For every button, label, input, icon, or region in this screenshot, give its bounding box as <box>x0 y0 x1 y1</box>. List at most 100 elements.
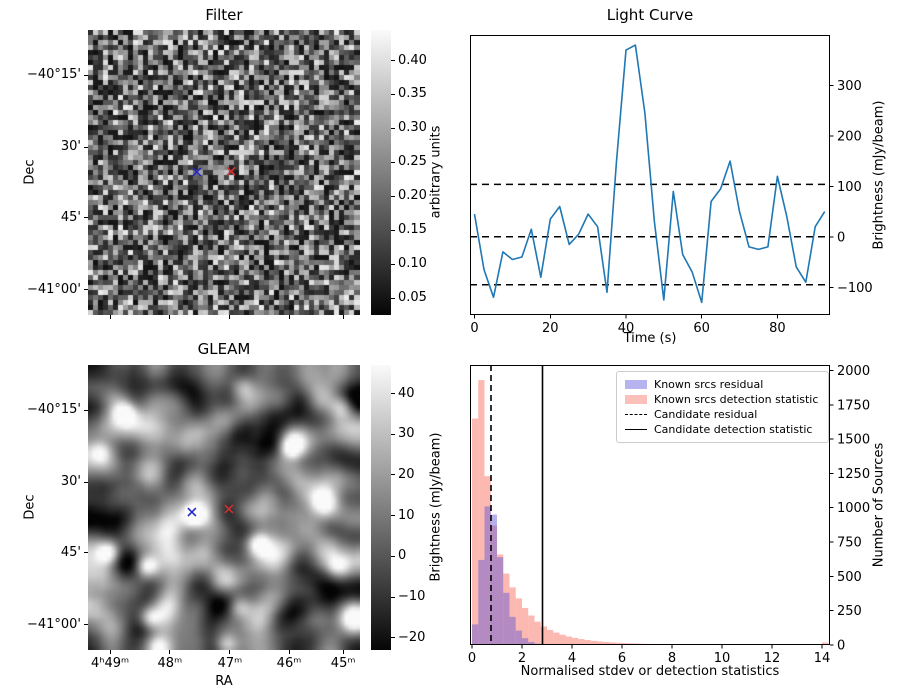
x-tick-label: 48ᵐ <box>157 656 183 671</box>
histogram-bar <box>515 630 522 645</box>
y-tick-label: 1750 <box>837 398 870 413</box>
histogram-bar <box>590 640 597 645</box>
tick-mark <box>391 393 395 394</box>
y-tick-label: 250 <box>837 604 862 619</box>
histogram-bar <box>559 634 566 645</box>
histogram-bar <box>509 616 516 645</box>
tick-mark <box>391 433 395 435</box>
histogram-plot: 0 2 4 6 8 10 12 14 0 250 500 750 1000 1250 1500 1750 200… <box>468 364 870 666</box>
tick-mark <box>391 195 395 197</box>
colorbar-tick-label: 40 <box>398 385 415 401</box>
x-tick-label: 47ᵐ <box>217 656 243 671</box>
y-tick-label: −40°15' <box>26 402 81 418</box>
tick-mark <box>391 60 395 62</box>
y-tick-label: 300 <box>837 79 862 94</box>
legend-item: Candidate residual <box>625 407 820 422</box>
colorbar-tick-label: 0.40 <box>398 52 427 68</box>
histogram-bar <box>484 476 491 645</box>
x-tick-label: 20 <box>542 321 559 336</box>
gleam-markers-overlay <box>184 504 234 520</box>
tick-mark <box>342 315 344 319</box>
filter-noise-canvas <box>88 30 360 315</box>
x-tick-label: 2 <box>518 651 526 666</box>
histogram-bar <box>509 587 516 645</box>
x-tick-label: 10 <box>714 651 731 666</box>
x-tick-label: 4ʰ49ᵐ <box>90 656 130 671</box>
histogram-bar <box>565 636 572 645</box>
histogram-bar <box>528 641 535 645</box>
histogram-bar <box>534 621 541 645</box>
x-tick-label: 4 <box>568 651 576 666</box>
colorbar-tick-label: 20 <box>398 466 415 482</box>
colorbar-tick-label: 0.05 <box>398 290 427 306</box>
blue-x-marker <box>187 507 197 517</box>
colorbar-tick-label: 0.30 <box>398 120 427 136</box>
histogram-bar <box>503 592 510 645</box>
histogram-bar <box>609 642 616 645</box>
legend-swatch-solid-line <box>625 429 647 430</box>
tick-mark <box>109 650 111 654</box>
histogram-bar <box>522 638 529 645</box>
histogram-ylabel: Number of Sources <box>871 442 887 568</box>
light-curve-line <box>473 44 826 304</box>
tick-mark <box>84 289 88 291</box>
gleam-colorbar-label: Brightness (mJy/beam) <box>428 432 444 582</box>
histogram-bar <box>497 554 504 645</box>
tick-mark <box>84 217 88 219</box>
filter-colorbar-label: arbitrary units <box>428 125 444 219</box>
histogram-bar <box>503 573 510 645</box>
histogram-bar <box>540 626 547 645</box>
tick-mark <box>84 624 88 626</box>
y-tick-label: 30' <box>60 139 81 155</box>
filter-colorbar <box>371 30 391 315</box>
tick-mark <box>391 555 395 557</box>
x-tick-label: 14 <box>814 651 831 666</box>
filter-dec-axis-label: Dec <box>22 159 38 185</box>
legend-label: Known srcs residual <box>654 378 764 391</box>
tick-mark <box>84 146 88 148</box>
tick-mark <box>391 515 395 517</box>
tick-mark <box>229 315 231 319</box>
y-tick-label: 100 <box>837 180 862 195</box>
colorbar-tick-label: 0.20 <box>398 188 427 204</box>
blue-x-marker <box>192 167 202 177</box>
colorbar-tick-label: −20 <box>398 629 426 645</box>
tick-mark <box>391 637 395 639</box>
tick-mark <box>84 481 88 483</box>
tick-mark <box>391 474 395 476</box>
histogram-bar <box>603 641 610 645</box>
x-tick-label: 45ᵐ <box>330 656 356 671</box>
y-tick-label: 0 <box>837 230 845 245</box>
x-tick-label: 6 <box>618 651 626 666</box>
histogram-bar <box>553 632 560 645</box>
legend-label: Known srcs detection statistic <box>654 393 819 406</box>
y-tick-label: 200 <box>837 129 862 144</box>
tick-mark <box>229 650 231 654</box>
red-x-marker <box>224 504 234 514</box>
tick-mark <box>391 229 395 231</box>
tick-mark <box>288 650 290 654</box>
legend-swatch-patch <box>625 380 647 389</box>
histogram-bar <box>472 624 479 645</box>
legend-swatch-dashed-line <box>625 414 647 415</box>
x-tick-label: 40 <box>618 321 635 336</box>
histogram-bar <box>578 639 585 645</box>
legend-item: Candidate detection statistic <box>625 422 820 437</box>
tick-mark <box>84 74 88 76</box>
legend-item: Known srcs residual <box>625 377 820 392</box>
gleam-colorbar <box>371 365 391 650</box>
light-curve-ylabel: Brightness (mJy/beam) <box>871 100 887 250</box>
filter-image-panel <box>88 30 360 315</box>
y-tick-label: 750 <box>837 536 862 551</box>
tick-mark <box>288 315 290 319</box>
colorbar-tick-label: 0.10 <box>398 256 427 272</box>
legend-item: Known srcs detection statistic <box>625 392 820 407</box>
histogram-bar <box>472 418 479 645</box>
gleam-image-panel <box>88 365 360 650</box>
y-tick-label: −40°15' <box>26 67 81 83</box>
histogram-bar <box>822 642 829 645</box>
x-tick-label: 46ᵐ <box>276 656 302 671</box>
tick-mark <box>391 161 395 163</box>
y-tick-label: −41°00' <box>26 616 81 632</box>
y-tick-label: 1000 <box>837 501 870 516</box>
